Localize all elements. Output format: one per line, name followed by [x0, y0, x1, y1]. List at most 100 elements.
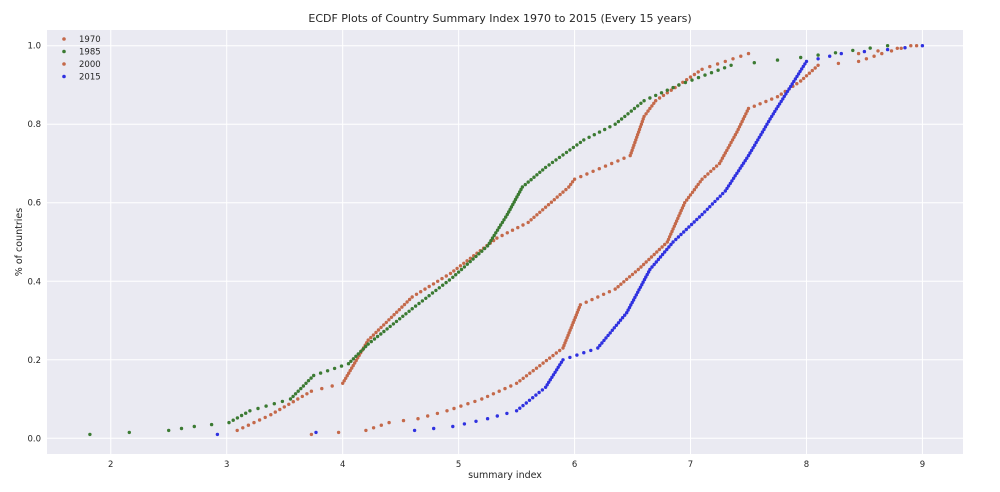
data-point	[413, 304, 418, 308]
data-point	[369, 335, 373, 340]
data-point	[681, 203, 686, 208]
data-point	[417, 301, 421, 306]
data-point	[731, 57, 735, 61]
data-point	[673, 222, 678, 226]
data-point	[741, 117, 745, 121]
data-point	[257, 418, 262, 422]
data-point	[763, 125, 768, 129]
data-point	[694, 185, 698, 189]
data-point	[678, 211, 682, 215]
data-point	[590, 297, 594, 302]
data-point	[269, 413, 273, 417]
data-point	[665, 247, 669, 252]
data-point	[652, 252, 656, 257]
data-point	[514, 381, 519, 385]
data-point	[868, 46, 872, 50]
data-point	[639, 101, 643, 106]
data-point	[903, 46, 907, 50]
data-point	[677, 83, 681, 87]
data-point	[752, 61, 756, 65]
data-point	[793, 77, 798, 81]
data-point	[648, 106, 652, 111]
data-point	[558, 348, 562, 353]
data-point	[402, 302, 407, 307]
data-point	[500, 220, 505, 225]
data-point	[384, 320, 388, 325]
data-point	[619, 117, 624, 121]
data-point	[713, 199, 717, 204]
data-point	[833, 51, 838, 55]
data-point	[371, 426, 376, 430]
data-point	[505, 231, 509, 235]
x-tick-label: 2	[108, 460, 113, 470]
data-point	[400, 305, 404, 309]
data-point	[636, 130, 641, 134]
data-point	[776, 104, 780, 109]
data-point	[398, 317, 402, 321]
x-tick-label: 9	[920, 460, 925, 470]
data-point	[477, 252, 481, 256]
data-point	[524, 401, 528, 405]
series-1985	[88, 44, 890, 437]
data-point	[872, 54, 876, 58]
data-point	[740, 119, 744, 124]
data-point	[816, 53, 820, 57]
data-point	[777, 102, 782, 106]
data-point	[658, 255, 663, 259]
data-point	[521, 223, 525, 227]
data-point	[528, 371, 532, 375]
data-point	[436, 279, 440, 283]
data-point	[679, 208, 683, 213]
data-point	[244, 411, 248, 415]
data-point	[420, 299, 425, 303]
data-point	[644, 275, 648, 279]
data-point	[708, 205, 712, 209]
data-point	[578, 303, 583, 307]
data-point	[709, 169, 713, 173]
data-point	[773, 109, 777, 114]
data-point	[577, 305, 581, 310]
data-point	[642, 277, 647, 282]
data-point	[455, 266, 459, 271]
data-point	[458, 264, 463, 268]
data-point	[585, 172, 589, 176]
data-point	[696, 70, 700, 74]
data-point	[515, 195, 519, 199]
data-point	[689, 222, 694, 227]
data-point	[775, 58, 780, 62]
data-point	[610, 161, 614, 166]
data-point	[648, 96, 652, 100]
data-point	[804, 59, 809, 64]
y-axis-label: % of countries	[14, 208, 25, 276]
data-point	[725, 186, 729, 191]
data-point	[608, 125, 612, 129]
data-point	[296, 389, 300, 393]
data-point	[535, 173, 539, 177]
data-point	[468, 256, 473, 260]
data-point	[604, 336, 608, 340]
data-point	[703, 174, 707, 179]
data-point	[663, 250, 667, 254]
data-point	[568, 355, 572, 360]
data-point	[490, 236, 495, 240]
data-point	[700, 177, 704, 181]
data-point	[681, 80, 685, 85]
data-point	[649, 255, 654, 259]
data-point	[718, 194, 722, 198]
data-point	[753, 143, 757, 147]
data-point	[567, 185, 571, 189]
data-point	[447, 278, 452, 282]
data-point	[127, 430, 131, 435]
data-point	[790, 82, 794, 86]
data-point	[775, 95, 780, 99]
data-point	[504, 215, 508, 219]
data-point	[291, 394, 295, 399]
data-point	[520, 185, 525, 189]
data-point	[667, 235, 672, 239]
data-point	[633, 270, 638, 274]
data-point	[914, 44, 919, 48]
data-point	[743, 159, 747, 163]
data-point	[731, 176, 736, 180]
data-point	[864, 57, 869, 61]
data-point	[432, 426, 436, 431]
